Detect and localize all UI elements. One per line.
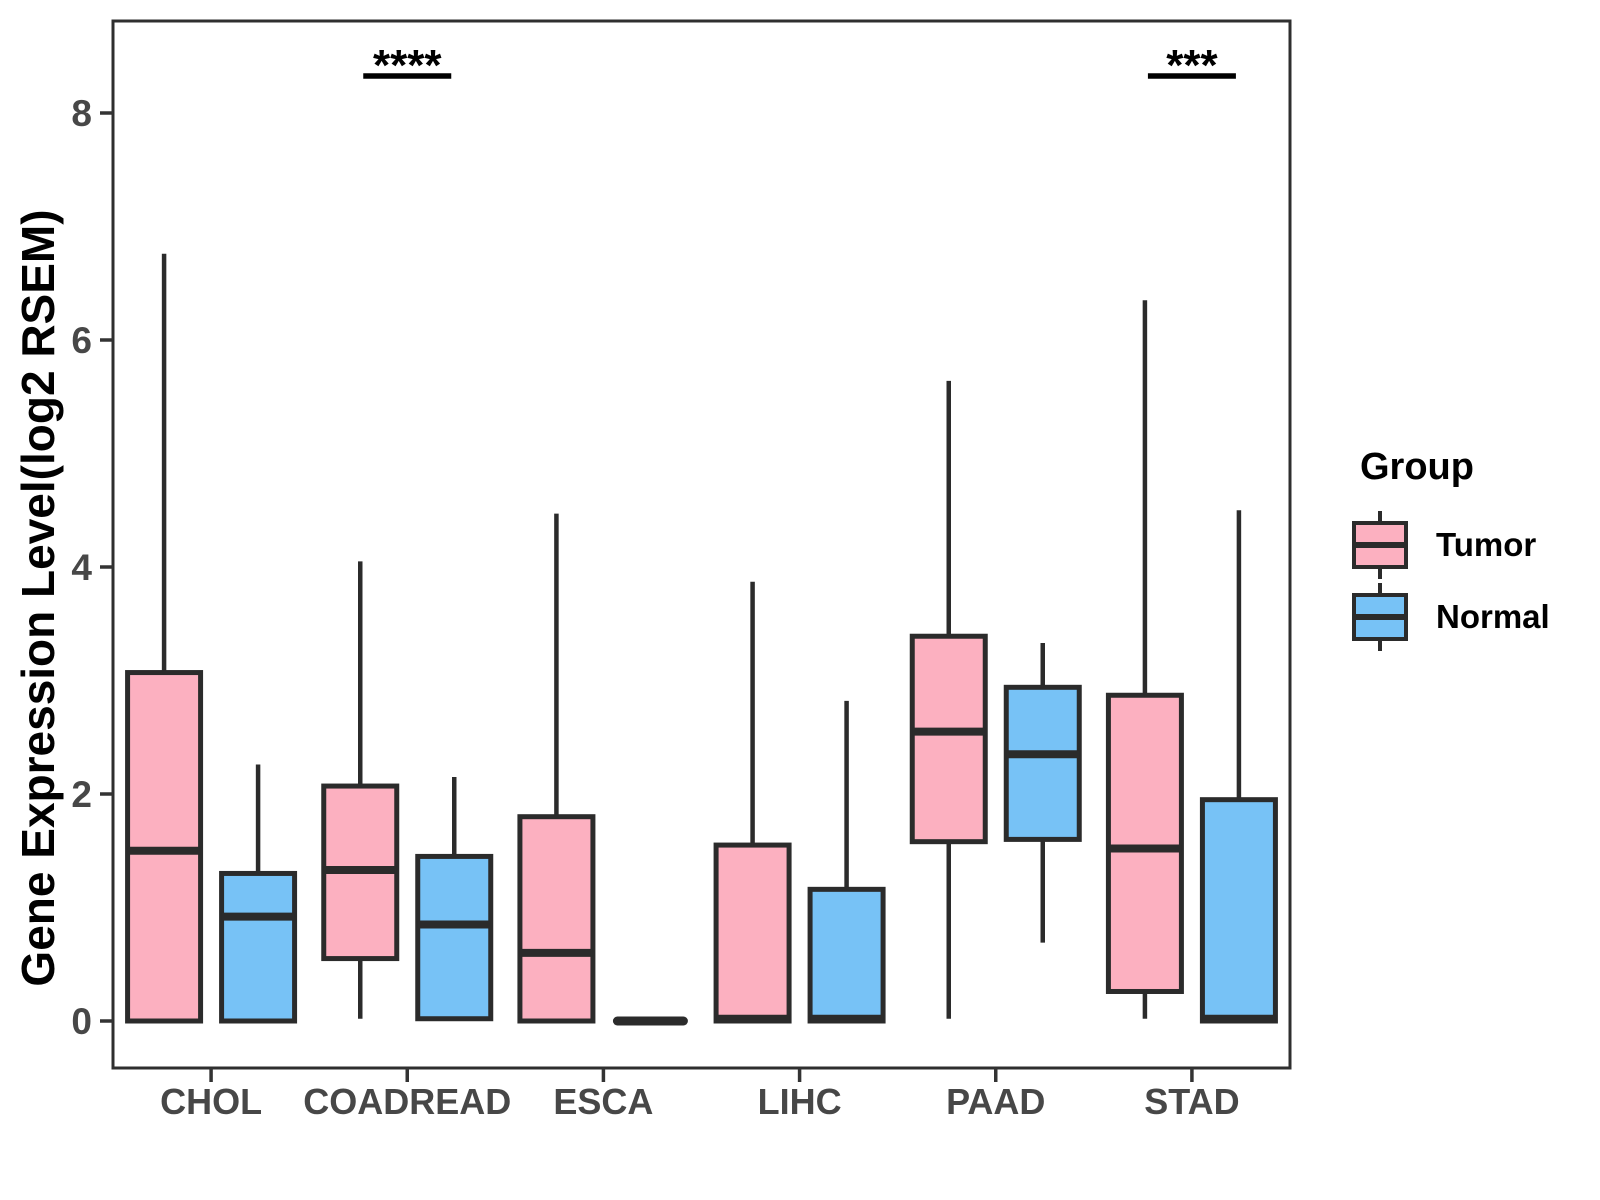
- x-category-label: CHOL: [160, 1081, 262, 1122]
- box-PAAD-normal: [1003, 643, 1082, 943]
- iqr-box: [219, 870, 298, 1024]
- legend-entry-normal: Normal: [1352, 581, 1592, 653]
- legend-entry-tumor: Tumor: [1352, 509, 1592, 581]
- iqr-box: [1199, 797, 1278, 1024]
- box-LIHC-tumor: [713, 581, 792, 1024]
- y-tick-label: 6: [71, 320, 92, 361]
- box-COADREAD-tumor: [321, 561, 400, 1019]
- x-category-label: ESCA: [553, 1081, 653, 1122]
- significance-stad: ***: [1147, 41, 1236, 90]
- iqr-box: [713, 842, 792, 1024]
- y-axis-title: Gene Expression Level(log2 RSEM): [12, 209, 64, 987]
- legend-swatch-tumor-icon: [1352, 511, 1408, 579]
- legend-title: Group: [1360, 446, 1474, 488]
- legend-swatch-normal-icon: [1352, 583, 1408, 651]
- panel-border: [111, 19, 1292, 1070]
- x-category-label: LIHC: [758, 1081, 842, 1122]
- iqr-box: [807, 886, 886, 1024]
- box-ESCA-tumor: [517, 513, 596, 1024]
- box-COADREAD-normal: [415, 776, 494, 1022]
- box-PAAD-tumor: [909, 380, 988, 1019]
- y-tick-label: 0: [71, 1001, 92, 1042]
- iqr-box: [1003, 684, 1082, 842]
- box-STAD-normal: [1199, 510, 1278, 1024]
- y-tick-label: 4: [71, 547, 92, 588]
- y-tick-label: 2: [71, 774, 92, 815]
- y-tick-label: 8: [71, 93, 92, 134]
- x-category-label: PAAD: [946, 1081, 1045, 1122]
- box-STAD-tumor: [1105, 300, 1184, 1019]
- x-category-label: COADREAD: [303, 1081, 511, 1122]
- box-CHOL-tumor: [125, 253, 204, 1024]
- significance-coadread: ****: [363, 41, 452, 90]
- iqr-box: [909, 633, 988, 845]
- iqr-box: [415, 853, 494, 1022]
- iqr-box: [1105, 692, 1184, 994]
- significance-stars: ****: [373, 41, 442, 90]
- box-CHOL-normal: [219, 764, 298, 1024]
- legend-label-normal: Normal: [1436, 598, 1550, 635]
- iqr-box: [517, 814, 596, 1024]
- x-category-label: STAD: [1144, 1081, 1239, 1122]
- significance-stars: ***: [1166, 41, 1218, 90]
- legend-label-tumor: Tumor: [1436, 526, 1537, 563]
- box-LIHC-normal: [807, 700, 886, 1024]
- legend: Group Tumor Normal: [1352, 446, 1592, 653]
